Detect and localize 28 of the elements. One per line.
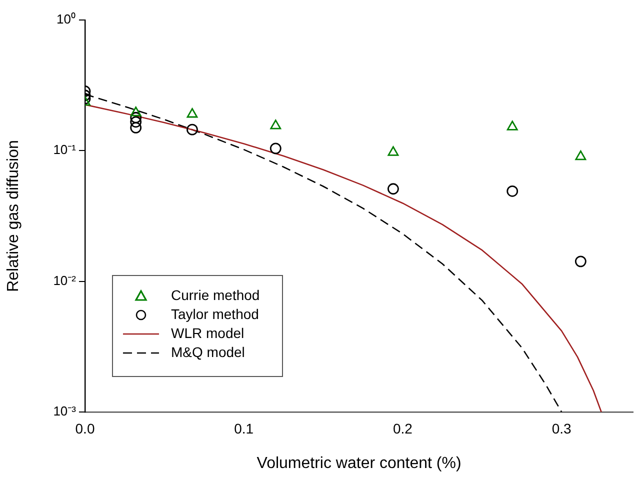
point [186, 124, 198, 136]
x-tick-label: 0.0 [75, 420, 95, 436]
point [130, 116, 142, 128]
point [575, 150, 586, 160]
point [130, 112, 142, 124]
point [130, 106, 142, 116]
legend-label: Currie method [171, 286, 260, 305]
x-tick-label: 0.2 [393, 420, 413, 436]
point [506, 120, 518, 130]
point [506, 185, 518, 197]
x-tick-label: 0.3 [552, 420, 572, 436]
y-tick-label: 10⁻² [53, 272, 77, 288]
point [186, 108, 198, 118]
y-tick-label: 10⁰ [56, 12, 76, 27]
legend-label: WLR model [171, 324, 244, 343]
point [270, 142, 282, 154]
y-axis-title: Relative gas diffusion [5, 140, 22, 292]
point [388, 146, 399, 156]
point [574, 256, 586, 268]
legend-label: Taylor method [171, 305, 259, 324]
y-tick-label: 10⁻³ [53, 404, 77, 419]
x-tick-label: 0.1 [234, 420, 254, 436]
point [388, 183, 399, 195]
legend-label: M&Q model [171, 343, 245, 362]
y-tick-label: 10⁻¹ [53, 142, 77, 158]
x-axis-title: Volumetric water content (%) [256, 454, 462, 472]
point [270, 120, 282, 130]
point [130, 122, 142, 134]
